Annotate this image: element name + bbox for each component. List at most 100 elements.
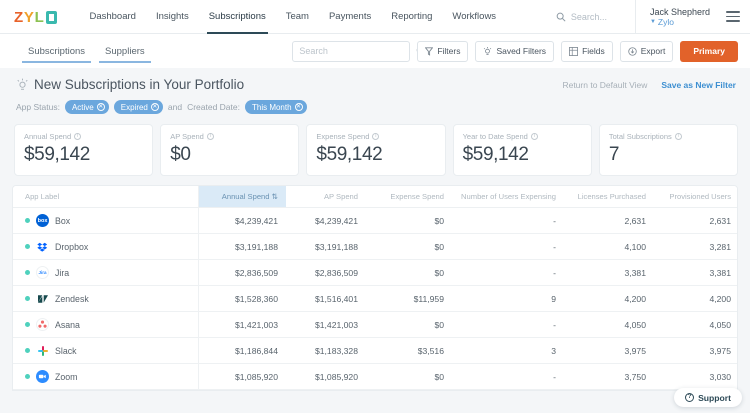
info-icon[interactable]: i — [74, 133, 82, 140]
info-icon[interactable]: i — [372, 133, 380, 140]
cell-ap-spend: $3,191,188 — [286, 233, 366, 260]
cell-app-label[interactable]: Zoom — [13, 363, 199, 390]
status-dot-icon — [25, 348, 30, 353]
save-as-new-filter-link[interactable]: Save as New Filter — [661, 79, 736, 90]
app-label-group: Asana — [25, 318, 190, 331]
table-search[interactable] — [292, 40, 426, 62]
created-date-label: Created Date: — [187, 102, 240, 112]
cell-expense-spend: $3,516 — [366, 337, 452, 364]
table-row[interactable]: Jira Jira $2,836,509 $2,836,509 $0 - 3,3… — [13, 259, 737, 286]
cell-annual-spend: $3,191,188 — [198, 233, 286, 260]
close-circle-icon[interactable]: ✕ — [294, 103, 303, 111]
column-header-users-expensing[interactable]: Number of Users Expensing — [452, 186, 564, 208]
kpi-total-subscriptions-value: 7 — [608, 144, 620, 165]
close-circle-icon[interactable]: ✕ — [96, 103, 105, 111]
saved-filters-label: Saved Filters — [496, 46, 547, 56]
subscriptions-table: App Label Annual Spend ⇅ AP Spend Expens… — [12, 185, 738, 391]
filter-chip-active-label: Active — [71, 102, 94, 112]
cell-licenses-purchased: 4,100 — [564, 233, 654, 260]
cell-provisioned-users: 3,030 — [654, 363, 737, 390]
support-button[interactable]: ? Support — [674, 388, 742, 407]
export-button[interactable]: Export — [619, 40, 674, 62]
cell-app-label[interactable]: box Box — [13, 207, 199, 234]
info-icon[interactable]: i — [206, 133, 214, 140]
active-filters-row: App Status: Active ✕ Expired ✕ and Creat… — [12, 92, 738, 114]
column-header-ap-spend[interactable]: AP Spend — [286, 186, 366, 208]
close-circle-icon[interactable]: ✕ — [150, 103, 159, 111]
filters-button[interactable]: Filters — [417, 40, 469, 62]
table-row[interactable]: Zendesk $1,528,360 $1,516,401 $11,959 9 … — [13, 285, 737, 312]
nav-item-dashboard[interactable]: Dashboard — [89, 11, 136, 22]
table-row[interactable]: Slack $1,186,844 $1,183,328 $3,516 3 3,9… — [13, 337, 737, 364]
cell-app-label[interactable]: Slack — [13, 337, 199, 364]
sort-updown-icon[interactable]: ⇅ — [271, 192, 278, 201]
hamburger-menu-icon[interactable] — [720, 11, 746, 22]
tab-subscriptions[interactable]: Subscriptions — [18, 34, 95, 68]
status-dot-icon — [25, 270, 30, 275]
filters-label: Filters — [437, 46, 461, 56]
cell-app-label[interactable]: Dropbox — [13, 233, 199, 260]
cell-expense-spend: $11,959 — [366, 285, 452, 312]
cell-app-label[interactable]: Jira Jira — [13, 259, 199, 286]
logo-letter-o-icon — [46, 10, 58, 24]
fields-label: Fields — [582, 46, 605, 56]
app-label-group: box Box — [25, 214, 190, 227]
cell-users-expensing: - — [452, 363, 564, 390]
jira-logo-icon: Jira — [36, 266, 49, 279]
column-header-annual-spend[interactable]: Annual Spend ⇅ — [198, 186, 286, 208]
nav-item-team[interactable]: Team — [285, 11, 309, 22]
kpi-card-ytd-spend: Year to Date Spend i $59,142 — [452, 124, 592, 176]
fields-button[interactable]: Fields — [561, 40, 613, 62]
cell-annual-spend: $1,528,360 — [198, 285, 286, 312]
nav-right-group: Search... Jack Shepherd ▼ Zylo — [556, 0, 750, 34]
column-header-expense-spend[interactable]: Expense Spend — [366, 186, 452, 208]
kpi-cards: Annual Spend i $59,142 AP Spend i $0 Exp… — [12, 114, 739, 176]
saved-filters-button[interactable]: Saved Filters — [475, 40, 555, 62]
user-menu[interactable]: Jack Shepherd ▼ Zylo — [634, 0, 720, 34]
nav-item-payments[interactable]: Payments — [328, 11, 372, 22]
cell-app-label[interactable]: Asana — [13, 311, 199, 338]
nav-item-reporting[interactable]: Reporting — [391, 11, 433, 22]
table-row[interactable]: Dropbox $3,191,188 $3,191,188 $0 - 4,100… — [13, 233, 737, 260]
zylo-logo[interactable]: Z Y L — [14, 9, 58, 25]
column-header-app-label[interactable]: App Label — [13, 186, 199, 208]
nav-item-subscriptions[interactable]: Subscriptions — [199, 0, 276, 34]
user-org-label: Zylo — [657, 16, 674, 27]
cell-annual-spend: $1,085,920 — [198, 363, 286, 390]
table-search-input[interactable] — [299, 46, 417, 56]
column-header-provisioned-users[interactable]: Provisioned Users — [654, 186, 737, 208]
global-search[interactable]: Search... — [556, 12, 607, 22]
app-label-group: Jira Jira — [25, 266, 190, 279]
nav-item-insights[interactable]: Insights — [155, 11, 189, 22]
info-icon[interactable]: i — [530, 133, 538, 140]
global-search-placeholder: Search... — [570, 11, 607, 22]
table-row[interactable]: Zoom $1,085,920 $1,085,920 $0 - 3,750 3,… — [13, 363, 737, 390]
kpi-ap-spend-value: $0 — [170, 144, 191, 165]
cell-ap-spend: $2,836,509 — [286, 259, 366, 286]
filter-chip-this-month[interactable]: This Month ✕ — [244, 100, 307, 114]
app-name: Box — [55, 215, 71, 226]
main-nav-links: Dashboard Insights Subscriptions Team Pa… — [79, 0, 506, 34]
kpi-ytd-spend-label: Year to Date Spend — [462, 132, 528, 141]
filter-chip-active[interactable]: Active ✕ — [64, 100, 109, 114]
kpi-label: Annual Spend i — [24, 132, 143, 141]
table-row[interactable]: box Box $4,239,421 $4,239,421 $0 - 2,631… — [13, 207, 737, 234]
table-row[interactable]: Asana $1,421,003 $1,421,003 $0 - 4,050 4… — [13, 311, 737, 338]
tab-suppliers[interactable]: Suppliers — [95, 34, 155, 68]
cell-annual-spend: $2,836,509 — [198, 259, 286, 286]
asana-logo-icon — [36, 318, 49, 331]
top-navigation-bar: Z Y L Dashboard Insights Subscriptions T… — [0, 0, 750, 34]
cell-expense-spend: $0 — [366, 259, 452, 286]
table-body: box Box $4,239,421 $4,239,421 $0 - 2,631… — [13, 207, 737, 390]
column-header-licenses-purchased[interactable]: Licenses Purchased — [564, 186, 654, 208]
return-to-default-view-link[interactable]: Return to Default View — [562, 79, 648, 90]
column-header-annual-spend-label: Annual Spend — [221, 192, 270, 201]
primary-button[interactable]: Primary — [680, 40, 738, 62]
filter-chip-expired[interactable]: Expired ✕ — [113, 100, 163, 114]
cell-licenses-purchased: 4,050 — [564, 311, 654, 338]
cell-app-label[interactable]: Zendesk — [13, 285, 199, 312]
chevron-down-icon: ▼ — [649, 18, 656, 25]
info-icon[interactable]: i — [674, 133, 682, 140]
nav-item-workflows[interactable]: Workflows — [452, 11, 497, 22]
grid-icon — [569, 46, 579, 56]
